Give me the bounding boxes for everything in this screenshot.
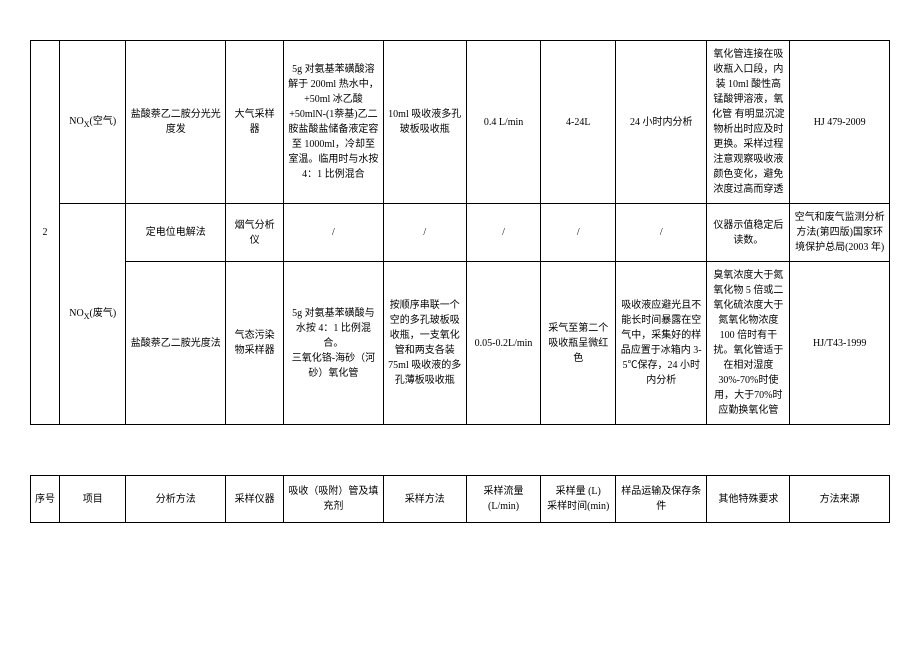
table-row: 2 NOX(空气) 盐酸萘乙二胺分光光度发 大气采样器 5g 对氨基苯磺酸溶解于…	[31, 41, 890, 204]
header-transport: 样品运输及保存条件	[616, 476, 707, 523]
row-index: 2	[31, 41, 60, 425]
header-sampling-method: 采样方法	[383, 476, 466, 523]
item-text: NOX(废气)	[69, 308, 116, 319]
cell-method: 定电位电解法	[126, 204, 226, 262]
cell-transport: /	[616, 204, 707, 262]
table-header-row: 序号 项目 分析方法 采样仪器 吸收（吸附）管及填充剂 采样方法 采样流量(L/…	[31, 476, 890, 523]
cell-special: 仪器示值稳定后读数。	[707, 204, 790, 262]
cell-volume-time: 4-24L	[541, 41, 616, 204]
cell-instrument: 大气采样器	[226, 41, 284, 204]
cell-method: 盐酸萘乙二胺分光光度发	[126, 41, 226, 204]
table-spacer	[30, 425, 890, 475]
cell-fill: 5g 对氨基苯磺酸溶解于 200ml 热水中，+50ml 冰乙酸+50mlN-(…	[284, 41, 384, 204]
cell-item: NOX(空气)	[60, 41, 126, 204]
cell-flow: 0.05-0.2L/min	[466, 262, 541, 425]
table-row: NOX(废气) 定电位电解法 烟气分析仪 / / / / / 仪器示值稳定后读数…	[31, 204, 890, 262]
cell-special: 臭氧浓度大于氮氧化物 5 倍或二氧化硫浓度大于氮氧化物浓度 100 倍时有干扰。…	[707, 262, 790, 425]
header-method: 分析方法	[126, 476, 226, 523]
cell-source: HJ/T43-1999	[790, 262, 890, 425]
header-instrument: 采样仪器	[226, 476, 284, 523]
cell-volume-time: 采气至第二个吸收瓶呈微红色	[541, 262, 616, 425]
header-flow: 采样流量(L/min)	[466, 476, 541, 523]
cell-source: 空气和废气监测分析方法(第四版)国家环境保护总局(2003 年)	[790, 204, 890, 262]
cell-special: 氧化管连接在吸收瓶入口段，内装 10ml 酸性高锰酸钾溶液，氧化管 有明显沉淀物…	[707, 41, 790, 204]
header-row-table: 序号 项目 分析方法 采样仪器 吸收（吸附）管及填充剂 采样方法 采样流量(L/…	[30, 475, 890, 523]
cell-item: NOX(废气)	[60, 204, 126, 425]
header-item: 项目	[60, 476, 126, 523]
header-index: 序号	[31, 476, 60, 523]
main-data-table: 2 NOX(空气) 盐酸萘乙二胺分光光度发 大气采样器 5g 对氨基苯磺酸溶解于…	[30, 40, 890, 425]
cell-flow: /	[466, 204, 541, 262]
cell-sampling-method: 按顺序串联一个空的多孔玻板吸收瓶，一支氧化管和两支各装 75ml 吸收液的多孔薄…	[383, 262, 466, 425]
cell-sampling-method: /	[383, 204, 466, 262]
cell-volume-time: /	[541, 204, 616, 262]
header-special: 其他特殊要求	[707, 476, 790, 523]
item-text: NOX(空气)	[69, 116, 116, 127]
cell-instrument: 气态污染物采样器	[226, 262, 284, 425]
header-volume-time: 采样量 (L) 采样时间(min)	[541, 476, 616, 523]
cell-instrument: 烟气分析仪	[226, 204, 284, 262]
cell-sampling-method: 10ml 吸收液多孔玻板吸收瓶	[383, 41, 466, 204]
cell-method: 盐酸萘乙二胺光度法	[126, 262, 226, 425]
cell-source: HJ 479-2009	[790, 41, 890, 204]
cell-fill: /	[284, 204, 384, 262]
cell-transport: 吸收液应避光且不能长时间暴露在空气中，采集好的样品应置于冰箱内 3-5℃保存，2…	[616, 262, 707, 425]
cell-fill: 5g 对氨基苯磺酸与水按 4：1 比例混合。 三氧化铬-海砂（河砂）氧化管	[284, 262, 384, 425]
header-fill: 吸收（吸附）管及填充剂	[284, 476, 384, 523]
header-source: 方法来源	[790, 476, 890, 523]
cell-transport: 24 小时内分析	[616, 41, 707, 204]
cell-flow: 0.4 L/min	[466, 41, 541, 204]
table-row: 盐酸萘乙二胺光度法 气态污染物采样器 5g 对氨基苯磺酸与水按 4：1 比例混合…	[31, 262, 890, 425]
